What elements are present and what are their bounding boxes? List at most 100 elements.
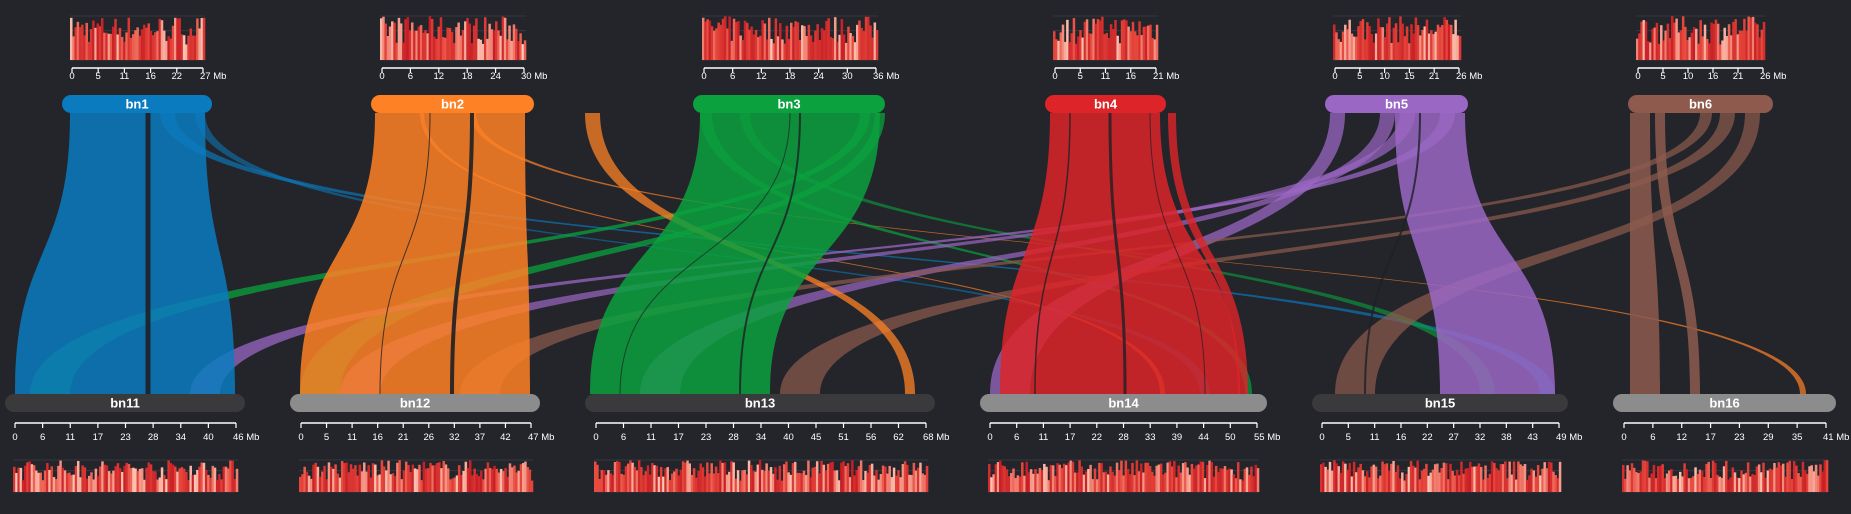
chromosome-bar[interactable]: [693, 95, 885, 113]
ribbon-bn4-bn14[interactable]: [1000, 113, 1240, 394]
density-bar: [182, 468, 186, 492]
ribbon-bn2-bn12[interactable]: [300, 113, 530, 394]
density-bar: [703, 476, 707, 492]
density-bar: [1432, 33, 1435, 60]
density-bar: [790, 22, 793, 61]
chromosome-bn3[interactable]: bn3: [693, 95, 885, 113]
chromosome-bar[interactable]: [1325, 95, 1468, 113]
density-bar: [1801, 461, 1805, 492]
density-bar: [721, 462, 724, 492]
density-bar: [233, 478, 237, 492]
density-bar: [921, 473, 924, 492]
top-chromosome-bn1: 0 5 11 16 22 27 Mb bn1: [62, 15, 226, 113]
density-bar: [785, 25, 789, 61]
chromosome-bn15[interactable]: bn15: [1312, 394, 1568, 412]
density-bar: [512, 24, 516, 61]
density-bar: [1745, 30, 1748, 60]
density-bar: [1195, 465, 1198, 492]
chromosome-bar[interactable]: [585, 394, 935, 412]
density-bar: [1646, 461, 1649, 492]
density-bar: [730, 40, 734, 60]
density-bar: [996, 462, 1000, 492]
density-bar: [807, 24, 811, 61]
chromosome-label-bn5: bn5: [1385, 97, 1408, 112]
chromosome-bar[interactable]: [62, 95, 212, 113]
density-bar: [1055, 39, 1058, 60]
ribbon-bn4-bn14-edge[interactable]: [1168, 113, 1248, 394]
density-bar: [827, 18, 830, 61]
chromosome-bn16[interactable]: bn16: [1613, 394, 1836, 412]
density-bar: [1361, 19, 1365, 60]
ribbon-bn5-bn12[interactable]: [340, 113, 1415, 394]
density-bar: [1066, 19, 1069, 60]
density-bar: [99, 466, 102, 492]
density-bar: [1423, 26, 1426, 61]
axis-bn14: 0 6 11 17 22 28 33 39 44 50 55 Mb: [987, 422, 1280, 443]
density-bar: [410, 22, 414, 61]
density-bar: [1639, 471, 1643, 492]
density-bar: [1403, 480, 1406, 492]
ribbon-bn6-bn15[interactable]: [1335, 113, 1760, 394]
chromosome-bn4[interactable]: bn4: [1045, 95, 1166, 113]
density-bar: [351, 468, 355, 492]
chromosome-bn6[interactable]: bn6: [1628, 95, 1773, 113]
tick-label: 12: [756, 71, 767, 82]
ribbon-bn6-bn16-b[interactable]: [1655, 113, 1700, 394]
ribbon-bn3-bn12[interactable]: [300, 113, 885, 394]
density-bar: [131, 34, 135, 60]
density-bar: [873, 22, 877, 60]
ribbon-bn5-bn15[interactable]: [1395, 113, 1555, 394]
ribbon-bn6-bn13[interactable]: [780, 113, 1735, 394]
chromosome-bar[interactable]: [290, 394, 540, 412]
density-bar: [1679, 30, 1683, 60]
density-bar: [1425, 463, 1428, 492]
density-bar: [1155, 465, 1158, 492]
chromosome-bar[interactable]: [5, 394, 245, 412]
ribbon-bn6-bn16[interactable]: [1630, 113, 1660, 394]
chromosome-bn13[interactable]: bn13: [585, 394, 935, 412]
density-bar: [149, 30, 153, 60]
ribbon-bn1-bn15[interactable]: [160, 113, 1555, 394]
density-bar: [428, 16, 432, 61]
chromosome-bar[interactable]: [371, 95, 534, 113]
density-bar: [754, 471, 757, 492]
ribbons-layer: [15, 112, 1806, 395]
density-bar: [435, 463, 439, 492]
chromosome-bar[interactable]: [1628, 95, 1773, 113]
density-bar: [1468, 461, 1472, 492]
chromosome-label-bn13: bn13: [745, 396, 775, 411]
chromosome-bar[interactable]: [1045, 95, 1166, 113]
ribbon-bn5-bn13[interactable]: [640, 113, 1395, 394]
density-bar: [461, 30, 465, 60]
ribbon-bn1-bn11[interactable]: [15, 113, 235, 394]
ribbon-bn3-bn13[interactable]: [590, 113, 880, 394]
chromosome-bar[interactable]: [1613, 394, 1836, 412]
density-bar: [804, 475, 808, 492]
chromosome-bn12[interactable]: bn12: [290, 394, 540, 412]
ribbon-bn3-bn14[interactable]: [700, 113, 1252, 394]
density-bar: [732, 18, 736, 60]
chromosome-label-bn1: bn1: [125, 97, 148, 112]
chromosome-bar[interactable]: [980, 394, 1267, 412]
density-bar: [1735, 477, 1739, 492]
density-bar: [48, 469, 51, 492]
density-bar: [338, 477, 342, 492]
density-bar: [1688, 37, 1691, 60]
chromosome-bn1[interactable]: bn1: [62, 95, 212, 113]
chromosome-bn11[interactable]: bn11: [5, 394, 245, 412]
density-bar: [1372, 464, 1376, 492]
chromosome-label-bn11: bn11: [110, 396, 140, 411]
tick-label: 30 Mb: [521, 71, 547, 82]
chromosome-bn14[interactable]: bn14: [980, 394, 1267, 412]
chromosome-bar[interactable]: [1312, 394, 1568, 412]
density-bar: [419, 25, 423, 60]
chromosome-bn2[interactable]: bn2: [371, 95, 534, 113]
density-bar: [1710, 22, 1713, 60]
density-bar: [728, 16, 731, 60]
density-bar: [222, 466, 226, 492]
density-bar: [140, 29, 144, 60]
density-bar: [129, 468, 133, 492]
density-bar: [418, 464, 421, 492]
chromosome-bn5[interactable]: bn5: [1325, 95, 1468, 113]
density-bar: [765, 463, 768, 492]
